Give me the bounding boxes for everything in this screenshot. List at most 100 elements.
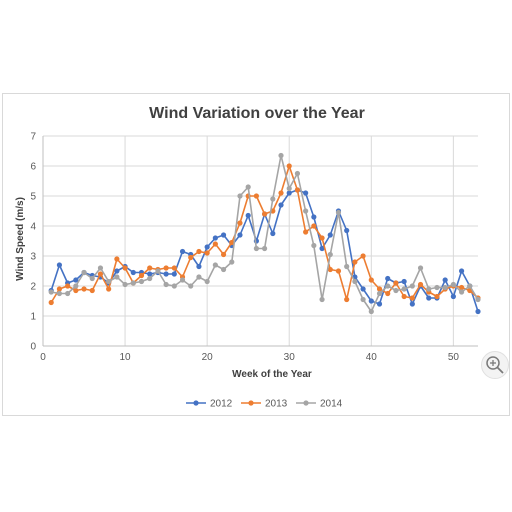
data-point xyxy=(163,265,169,271)
data-point xyxy=(409,283,415,289)
data-point xyxy=(130,269,136,276)
data-point xyxy=(385,275,391,282)
data-point xyxy=(229,259,235,265)
y-tick-label: 5 xyxy=(30,192,36,203)
data-point xyxy=(368,277,374,283)
data-point xyxy=(97,271,104,277)
data-point xyxy=(147,265,153,271)
data-point xyxy=(262,211,268,217)
data-point xyxy=(179,277,186,283)
data-point xyxy=(130,280,136,286)
data-point xyxy=(409,301,415,307)
data-point xyxy=(376,286,383,292)
data-point xyxy=(73,283,79,289)
data-point xyxy=(335,268,342,274)
y-tick-label: 1 xyxy=(30,312,36,323)
data-point xyxy=(442,277,448,283)
data-point xyxy=(81,269,87,276)
legend-item-2013: 2013 xyxy=(241,399,288,410)
data-point xyxy=(196,248,202,255)
data-point xyxy=(212,235,218,241)
series-2014 xyxy=(48,152,481,315)
data-point xyxy=(204,244,210,250)
data-point xyxy=(147,271,153,277)
data-point xyxy=(48,299,54,306)
data-point xyxy=(376,301,383,307)
data-point xyxy=(171,283,177,289)
data-point xyxy=(352,278,358,285)
zoom-button[interactable] xyxy=(481,351,509,379)
data-point xyxy=(73,277,79,283)
legend-marker xyxy=(193,400,199,406)
y-tick-label: 3 xyxy=(30,252,36,263)
series-line-2014 xyxy=(51,154,479,313)
y-tick-label: 6 xyxy=(30,162,36,173)
data-point xyxy=(65,290,71,297)
data-point xyxy=(245,184,251,190)
data-point xyxy=(426,286,432,292)
data-point xyxy=(286,190,292,196)
data-point xyxy=(286,185,292,192)
y-axis-title: Wind Speed (m/s) xyxy=(15,197,26,281)
data-point xyxy=(106,278,112,285)
series-layer xyxy=(48,152,481,315)
data-point xyxy=(114,268,120,274)
data-point xyxy=(270,196,276,202)
data-point xyxy=(237,193,243,199)
data-point xyxy=(475,296,481,303)
data-point xyxy=(303,190,309,196)
data-point xyxy=(155,268,161,274)
data-point xyxy=(401,278,407,285)
data-point xyxy=(56,290,63,297)
legend-label: 2013 xyxy=(265,399,288,410)
data-point xyxy=(319,296,325,303)
data-point xyxy=(81,286,87,292)
data-point xyxy=(237,220,243,226)
data-point xyxy=(311,242,317,249)
data-point xyxy=(368,308,374,315)
data-point xyxy=(73,287,79,294)
y-tick-labels: 0 1 2 3 4 5 6 7 xyxy=(30,132,36,353)
data-point xyxy=(286,163,292,169)
data-point xyxy=(327,232,333,238)
data-point xyxy=(147,275,153,282)
data-point xyxy=(138,278,145,285)
data-point xyxy=(270,230,276,237)
magnifier-plus-icon xyxy=(486,356,504,374)
data-point xyxy=(458,268,465,274)
data-point xyxy=(376,290,383,297)
data-point xyxy=(393,287,399,294)
data-point xyxy=(106,286,112,292)
data-point xyxy=(303,229,309,235)
chart-frame: Wind Variation over the Year 0 1 2 3 4 5 6 7 0 1… xyxy=(2,93,510,416)
legend: 2012 2013 2014 xyxy=(186,399,343,410)
data-point xyxy=(163,281,169,288)
data-point xyxy=(319,245,325,252)
y-tick-label: 2 xyxy=(30,282,36,293)
legend-item-2012: 2012 xyxy=(186,399,233,410)
data-point xyxy=(220,232,227,238)
x-tick-label: 40 xyxy=(366,352,378,363)
data-point xyxy=(204,278,210,285)
data-point xyxy=(89,287,95,294)
x-tick-label: 20 xyxy=(202,352,214,363)
data-point xyxy=(253,245,259,252)
data-point xyxy=(56,262,63,268)
data-point xyxy=(262,245,268,252)
legend-label: 2014 xyxy=(320,399,343,410)
data-point xyxy=(122,281,128,288)
data-point xyxy=(417,265,424,271)
x-axis-title: Week of the Year xyxy=(232,369,312,380)
data-point xyxy=(56,286,63,292)
data-point xyxy=(344,227,350,234)
data-point xyxy=(458,284,465,291)
data-point xyxy=(220,251,227,258)
y-tick-label: 7 xyxy=(30,132,36,143)
y-tick-label: 4 xyxy=(30,222,36,233)
data-point xyxy=(311,223,317,229)
x-tick-labels: 0 10 20 30 40 50 xyxy=(40,352,459,363)
data-point xyxy=(434,293,440,300)
data-point xyxy=(475,308,481,315)
data-point xyxy=(65,283,71,289)
data-point xyxy=(450,281,456,288)
